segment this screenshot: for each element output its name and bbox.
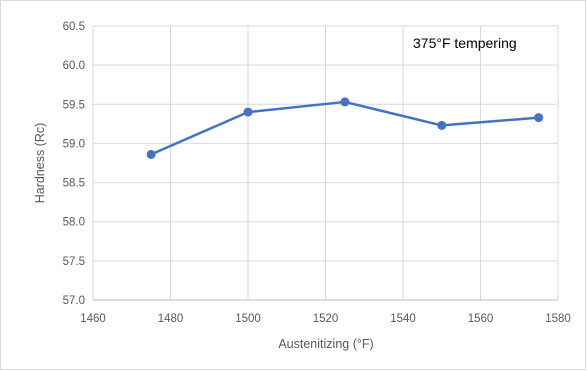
y-tick-label: 59.0 [63,138,85,150]
x-tick-label: 1580 [545,313,571,325]
x-tick-label: 1480 [158,313,184,325]
y-tick-label: 57.0 [63,295,85,307]
y-tick-label: 60.5 [63,21,85,33]
gridlines [93,25,559,300]
x-tick-label: 1540 [390,313,416,325]
x-tick-label: 1500 [235,313,261,325]
tick-labels: 57.0 57.5 58.0 58.5 59.0 59.5 60.0 60.5 1460 1480… [63,21,571,325]
data-point [340,97,350,107]
y-axis-title: Hardness (Rc) [33,123,47,204]
x-tick-label: 1520 [313,313,339,325]
y-tick-label: 58.0 [63,217,85,229]
axes [92,26,558,301]
x-axis-title: Austenitizing (°F) [278,337,373,351]
y-tick-label: 57.5 [63,256,85,268]
data-point [437,120,447,130]
series-layer [146,97,544,159]
data-point [243,107,253,117]
y-tick-label: 60.0 [63,60,85,72]
chart-annotation: 375°F tempering [413,35,517,51]
y-tick-label: 58.5 [63,178,85,190]
y-tick-label: 59.5 [63,99,85,111]
x-tick-label: 1560 [468,313,494,325]
data-point [534,113,544,123]
data-point [146,149,156,159]
x-tick-label: 1460 [80,313,106,325]
